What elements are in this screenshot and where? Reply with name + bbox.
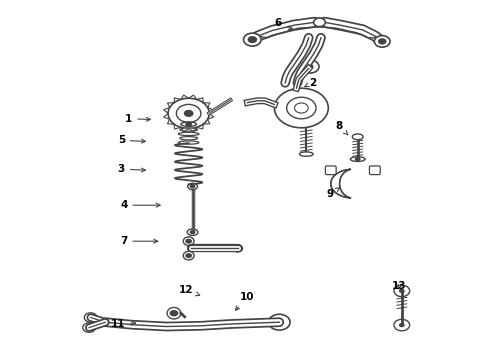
Text: 6: 6	[274, 18, 293, 30]
Circle shape	[307, 64, 314, 69]
Text: 9: 9	[326, 188, 340, 199]
Ellipse shape	[188, 183, 197, 190]
Ellipse shape	[178, 132, 199, 135]
FancyBboxPatch shape	[325, 166, 336, 175]
Circle shape	[394, 285, 410, 297]
Circle shape	[374, 36, 390, 47]
Ellipse shape	[178, 141, 199, 144]
Text: 5: 5	[118, 135, 146, 145]
Ellipse shape	[350, 157, 365, 161]
Ellipse shape	[233, 245, 243, 252]
Circle shape	[287, 97, 316, 119]
Text: 8: 8	[336, 121, 348, 135]
Text: 13: 13	[392, 281, 407, 291]
Circle shape	[244, 33, 261, 46]
Circle shape	[170, 310, 178, 316]
Circle shape	[168, 98, 209, 129]
Circle shape	[275, 319, 283, 325]
Text: 1: 1	[125, 114, 150, 124]
Circle shape	[185, 253, 192, 258]
Circle shape	[378, 38, 387, 45]
Text: 7: 7	[120, 236, 158, 246]
Circle shape	[394, 319, 410, 331]
Circle shape	[190, 184, 196, 189]
Circle shape	[269, 314, 290, 330]
Ellipse shape	[187, 229, 198, 235]
Ellipse shape	[352, 134, 363, 140]
Circle shape	[355, 157, 361, 161]
Ellipse shape	[183, 251, 194, 260]
Polygon shape	[331, 169, 351, 198]
Ellipse shape	[180, 128, 197, 131]
Circle shape	[399, 323, 405, 327]
Circle shape	[185, 239, 192, 244]
Circle shape	[185, 122, 192, 127]
Circle shape	[247, 36, 257, 43]
Circle shape	[274, 88, 328, 128]
Circle shape	[301, 60, 319, 73]
Ellipse shape	[299, 152, 313, 156]
Ellipse shape	[180, 136, 197, 140]
FancyBboxPatch shape	[369, 166, 380, 175]
Ellipse shape	[183, 237, 194, 246]
Circle shape	[234, 246, 241, 251]
Ellipse shape	[181, 122, 196, 126]
Circle shape	[190, 230, 196, 234]
Circle shape	[83, 323, 96, 332]
Circle shape	[184, 110, 194, 117]
Circle shape	[314, 18, 325, 27]
Circle shape	[84, 313, 97, 322]
Circle shape	[399, 289, 405, 293]
Text: 12: 12	[179, 285, 200, 296]
Circle shape	[176, 104, 201, 122]
Ellipse shape	[167, 307, 181, 319]
Text: 10: 10	[235, 292, 255, 310]
Text: 4: 4	[120, 200, 160, 210]
Text: 2: 2	[305, 78, 316, 88]
Text: 3: 3	[118, 164, 146, 174]
Text: 11: 11	[110, 319, 136, 329]
